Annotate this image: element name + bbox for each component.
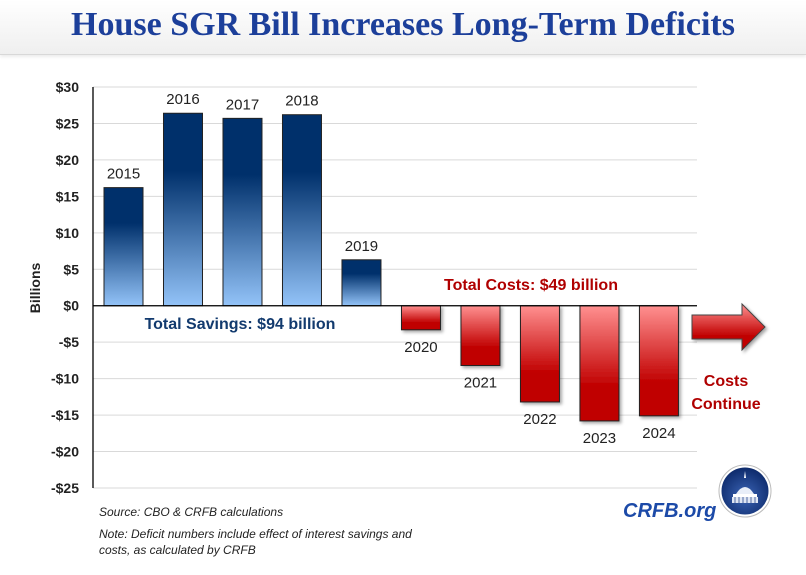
y-tick-label: -$25 — [51, 480, 79, 496]
bar-2023 — [579, 305, 620, 422]
y-tick-label: -$5 — [59, 334, 79, 350]
bar-label-2015: 2015 — [107, 166, 140, 183]
header-bar: House SGR Bill Increases Long-Term Defic… — [0, 0, 806, 55]
bar-2018 — [281, 114, 322, 307]
y-tick-label: -$20 — [51, 444, 79, 460]
bar-2024 — [638, 305, 679, 417]
y-tick-label: -$10 — [51, 371, 79, 387]
bar-2021 — [460, 305, 501, 367]
y-tick-label: $15 — [56, 188, 80, 204]
y-tick-label: $20 — [56, 152, 80, 168]
costs-continue-line2: Continue — [691, 396, 760, 413]
bar-2022 — [519, 305, 560, 403]
bar-2017 — [222, 117, 263, 307]
bar-2019 — [341, 259, 382, 307]
y-tick-label: -$15 — [51, 407, 79, 423]
y-tick-label: $5 — [63, 261, 79, 277]
bar-label-2021: 2021 — [464, 375, 497, 392]
y-axis-label: Billions — [27, 263, 43, 314]
arrow-right-icon — [691, 302, 766, 352]
y-tick-label: $0 — [63, 298, 79, 314]
bar-label-2017: 2017 — [226, 96, 259, 113]
bar-label-2022: 2022 — [523, 411, 556, 428]
bar-2015 — [103, 187, 144, 307]
bar-2016 — [162, 112, 203, 307]
footnote: Note: Deficit numbers include effect of … — [99, 527, 412, 557]
brand-link[interactable]: CRFB.org — [623, 500, 717, 522]
category-labels: 2015 2016 2017 2018 2019 2020 2021 2022 2023 2024 — [107, 91, 676, 447]
bar-label-2020: 2020 — [404, 339, 437, 356]
bar-label-2024: 2024 — [642, 425, 675, 442]
bar-label-2016: 2016 — [166, 91, 199, 108]
bars — [103, 112, 679, 422]
y-tick-label: $30 — [56, 79, 80, 95]
y-tick-label: $25 — [56, 115, 80, 131]
capitol-dome-logo-icon — [718, 464, 772, 518]
bar-label-2018: 2018 — [285, 93, 318, 110]
source-note: Source: CBO & CRFB calculations — [99, 505, 284, 519]
bar-label-2023: 2023 — [583, 430, 616, 447]
y-tick-label: $10 — [56, 225, 80, 241]
bar-label-2019: 2019 — [345, 238, 378, 255]
bar-2020 — [400, 305, 441, 331]
costs-continue-line1: Costs — [704, 373, 749, 390]
total-savings-annotation: Total Savings: $94 billion — [145, 316, 336, 333]
y-axis-ticks: $30 $25 $20 $15 $10 $5 $0 -$5 -$10 -$15 -$20 -$25 — [51, 79, 79, 496]
total-costs-annotation: Total Costs: $49 billion — [444, 277, 618, 294]
page-title: House SGR Bill Increases Long-Term Defic… — [71, 6, 735, 43]
